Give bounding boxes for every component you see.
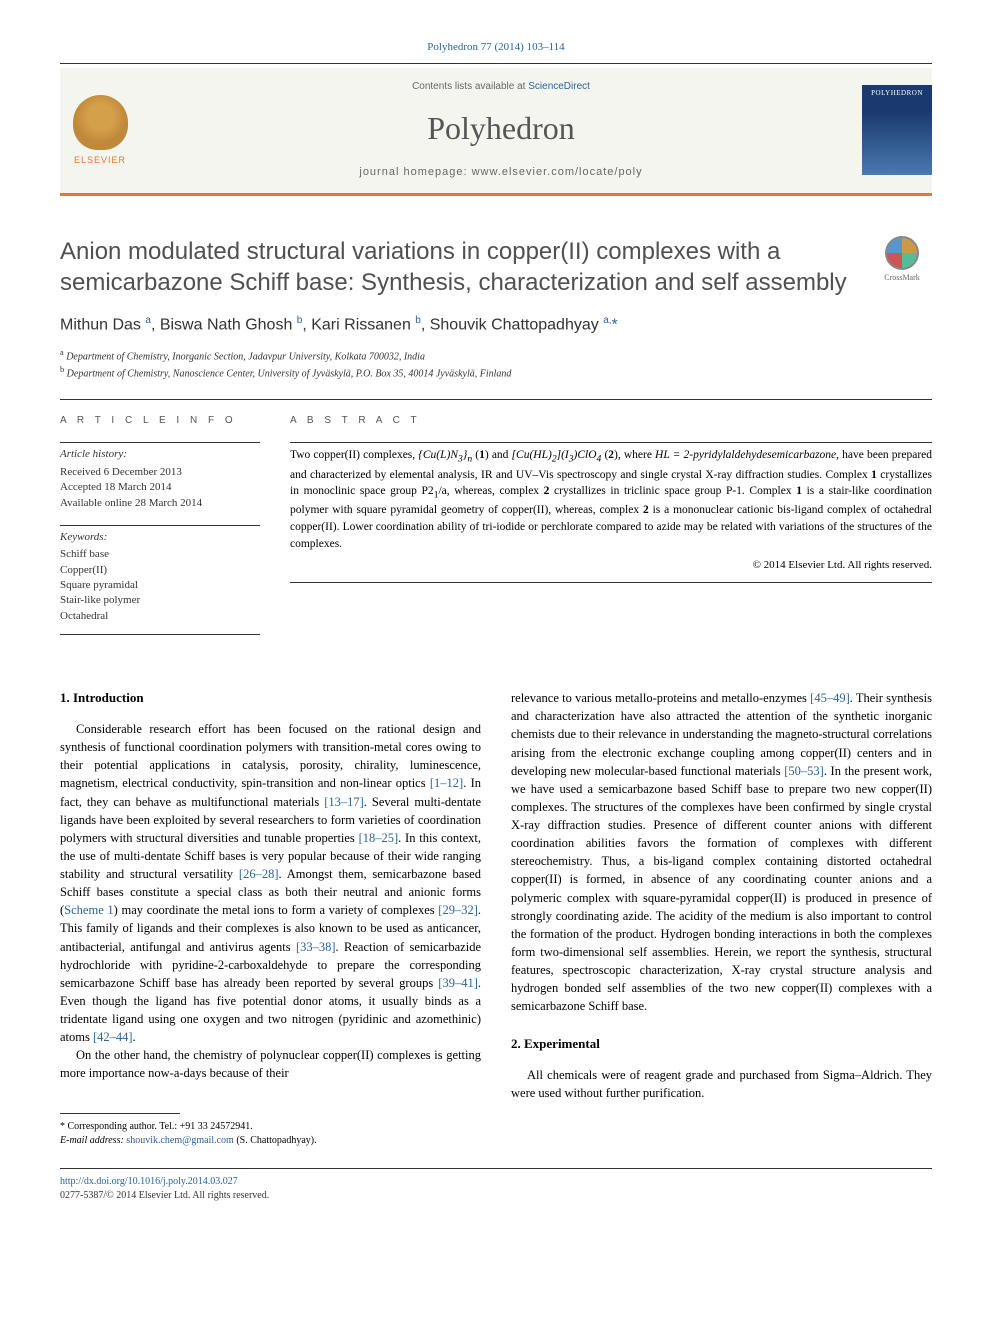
history-received: Received 6 December 2013 (60, 465, 260, 480)
doi-link[interactable]: http://dx.doi.org/10.1016/j.poly.2014.03… (60, 1175, 932, 1189)
masthead: ELSEVIER Contents lists available at Sci… (60, 68, 932, 192)
elsevier-logo[interactable]: ELSEVIER (60, 85, 140, 175)
elsevier-label: ELSEVIER (74, 154, 126, 167)
divider (60, 634, 260, 635)
divider (60, 525, 260, 526)
affiliations: a Department of Chemistry, Inorganic Sec… (60, 347, 932, 382)
corr-author-email[interactable]: shouvik.chem@gmail.com (126, 1135, 234, 1146)
abstract-heading: A B S T R A C T (290, 414, 932, 428)
intro-continuation: relevance to various metallo-proteins an… (511, 689, 932, 1015)
divider (60, 63, 932, 64)
section-heading-experimental: 2. Experimental (511, 1035, 932, 1054)
journal-cover-thumb[interactable]: POLYHEDRON (862, 85, 932, 175)
affiliation-a: a Department of Chemistry, Inorganic Sec… (60, 347, 932, 364)
keyword: Square pyramidal (60, 578, 260, 593)
footnote-separator (60, 1113, 180, 1114)
abstract-body: Two copper(II) complexes, {Cu(L)N3}n (1)… (290, 447, 932, 552)
contents-available-line: Contents lists available at ScienceDirec… (140, 80, 862, 94)
corr-author-tel: * Corresponding author. Tel.: +91 33 245… (60, 1120, 481, 1134)
issn-copyright: 0277-5387/© 2014 Elsevier Ltd. All right… (60, 1189, 932, 1203)
divider (60, 442, 260, 443)
divider (290, 442, 932, 443)
divider (290, 582, 932, 583)
homepage-line: journal homepage: www.elsevier.com/locat… (140, 165, 862, 180)
abstract-panel: A B S T R A C T Two copper(II) complexes… (290, 414, 932, 639)
intro-paragraph-1: Considerable research effort has been fo… (60, 720, 481, 1046)
history-online: Available online 28 March 2014 (60, 496, 260, 511)
affiliation-b: b Department of Chemistry, Nanoscience C… (60, 364, 932, 381)
crossmark-label: CrossMark (884, 272, 920, 283)
section-divider (60, 399, 932, 400)
keyword: Octahedral (60, 609, 260, 624)
intro-paragraph-2: On the other hand, the chemistry of poly… (60, 1046, 481, 1082)
author-list: Mithun Das a, Biswa Nath Ghosh b, Kari R… (60, 314, 932, 337)
keyword: Schiff base (60, 547, 260, 562)
abstract-copyright: © 2014 Elsevier Ltd. All rights reserved… (290, 558, 932, 573)
experimental-paragraph-1: All chemicals were of reagent grade and … (511, 1066, 932, 1102)
article-info-panel: A R T I C L E I N F O Article history: R… (60, 414, 260, 639)
cover-thumb-title: POLYHEDRON (862, 89, 932, 99)
keywords-label: Keywords: (60, 530, 260, 545)
orange-divider (60, 193, 932, 196)
crossmark-badge[interactable]: CrossMark (872, 236, 932, 283)
section-heading-intro: 1. Introduction (60, 689, 481, 708)
elsevier-tree-icon (73, 95, 128, 150)
citation-line: Polyhedron 77 (2014) 103–114 (60, 40, 932, 55)
history-accepted: Accepted 18 March 2014 (60, 480, 260, 495)
page-footer: http://dx.doi.org/10.1016/j.poly.2014.03… (60, 1168, 932, 1203)
journal-name: Polyhedron (140, 106, 862, 151)
article-info-heading: A R T I C L E I N F O (60, 414, 260, 428)
body-column-left: 1. Introduction Considerable research ef… (60, 689, 481, 1147)
history-label: Article history: (60, 447, 260, 462)
email-label: E-mail address: (60, 1135, 124, 1146)
keyword: Copper(II) (60, 563, 260, 578)
homepage-url[interactable]: www.elsevier.com/locate/poly (472, 166, 643, 178)
crossmark-icon (885, 236, 919, 270)
corresponding-author-footnote: * Corresponding author. Tel.: +91 33 245… (60, 1120, 481, 1148)
corr-author-name: (S. Chattopadhyay). (236, 1135, 316, 1146)
keyword: Stair-like polymer (60, 593, 260, 608)
sciencedirect-link[interactable]: ScienceDirect (528, 81, 590, 92)
body-column-right: relevance to various metallo-proteins an… (511, 689, 932, 1147)
article-title: Anion modulated structural variations in… (60, 236, 852, 298)
